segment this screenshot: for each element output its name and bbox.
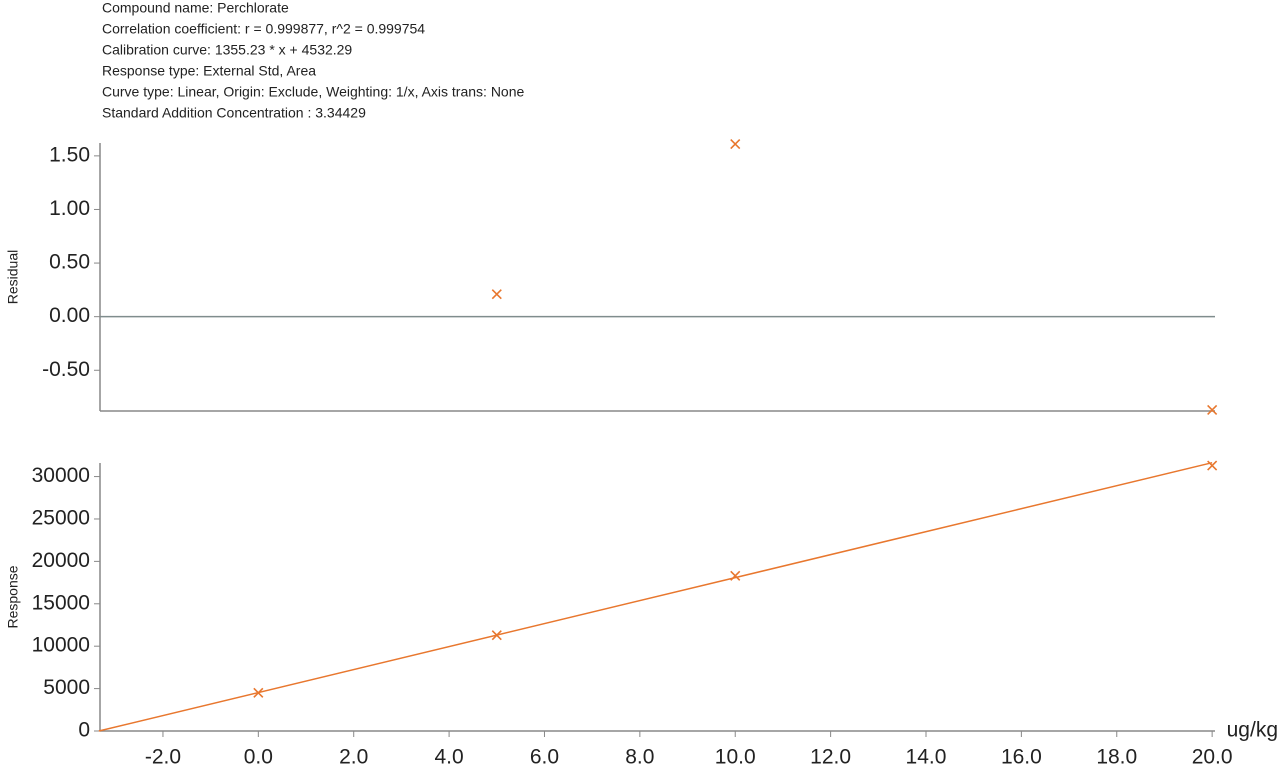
- x-tick-label: 10.0: [715, 746, 756, 769]
- point: [730, 570, 741, 581]
- point: [253, 687, 264, 698]
- header-line: Compound name: Perchlorate: [102, 0, 289, 16]
- y-axis-label: Response: [5, 565, 21, 628]
- x-tick-label: -2.0: [145, 746, 181, 769]
- x-tick-label: 2.0: [339, 746, 368, 769]
- y-tick-label: 0.50: [49, 251, 90, 274]
- y-tick-label: 30000: [32, 464, 90, 487]
- x-tick-label: 8.0: [625, 746, 654, 769]
- header-line: Calibration curve: 1355.23 * x + 4532.29: [102, 42, 352, 58]
- x-tick-label: 14.0: [906, 746, 947, 769]
- point: [491, 630, 502, 641]
- header-line: Curve type: Linear, Origin: Exclude, Wei…: [102, 84, 524, 100]
- header-line: Standard Addition Concentration : 3.3442…: [102, 105, 366, 121]
- header-line: Response type: External Std, Area: [102, 63, 316, 79]
- point: [1207, 404, 1218, 415]
- y-tick-label: 0.00: [49, 304, 90, 327]
- y-tick-label: 10000: [32, 634, 90, 657]
- x-tick-label: 18.0: [1096, 746, 1137, 769]
- point: [730, 139, 741, 150]
- x-tick-label: 20.0: [1192, 746, 1233, 769]
- y-tick-label: 1.00: [49, 197, 90, 220]
- x-axis-label: ug/kg: [1227, 719, 1278, 742]
- y-tick-label: 5000: [43, 676, 90, 699]
- header-line: Correlation coefficient: r = 0.999877, r…: [102, 21, 425, 37]
- x-tick-label: 12.0: [810, 746, 851, 769]
- x-tick-label: 0.0: [244, 746, 273, 769]
- x-tick-label: 6.0: [530, 746, 559, 769]
- point: [491, 289, 502, 300]
- y-tick-label: 15000: [32, 591, 90, 614]
- x-tick-label: 4.0: [434, 746, 463, 769]
- x-tick-label: 16.0: [1001, 746, 1042, 769]
- y-axis-label: Residual: [5, 250, 21, 304]
- y-tick-label: 25000: [32, 507, 90, 530]
- y-tick-label: -0.50: [42, 358, 90, 381]
- fit-line: [98, 461, 1213, 732]
- point: [1207, 460, 1218, 471]
- y-tick-label: 0: [78, 719, 90, 742]
- y-tick-label: 20000: [32, 549, 90, 572]
- y-tick-label: 1.50: [49, 143, 90, 166]
